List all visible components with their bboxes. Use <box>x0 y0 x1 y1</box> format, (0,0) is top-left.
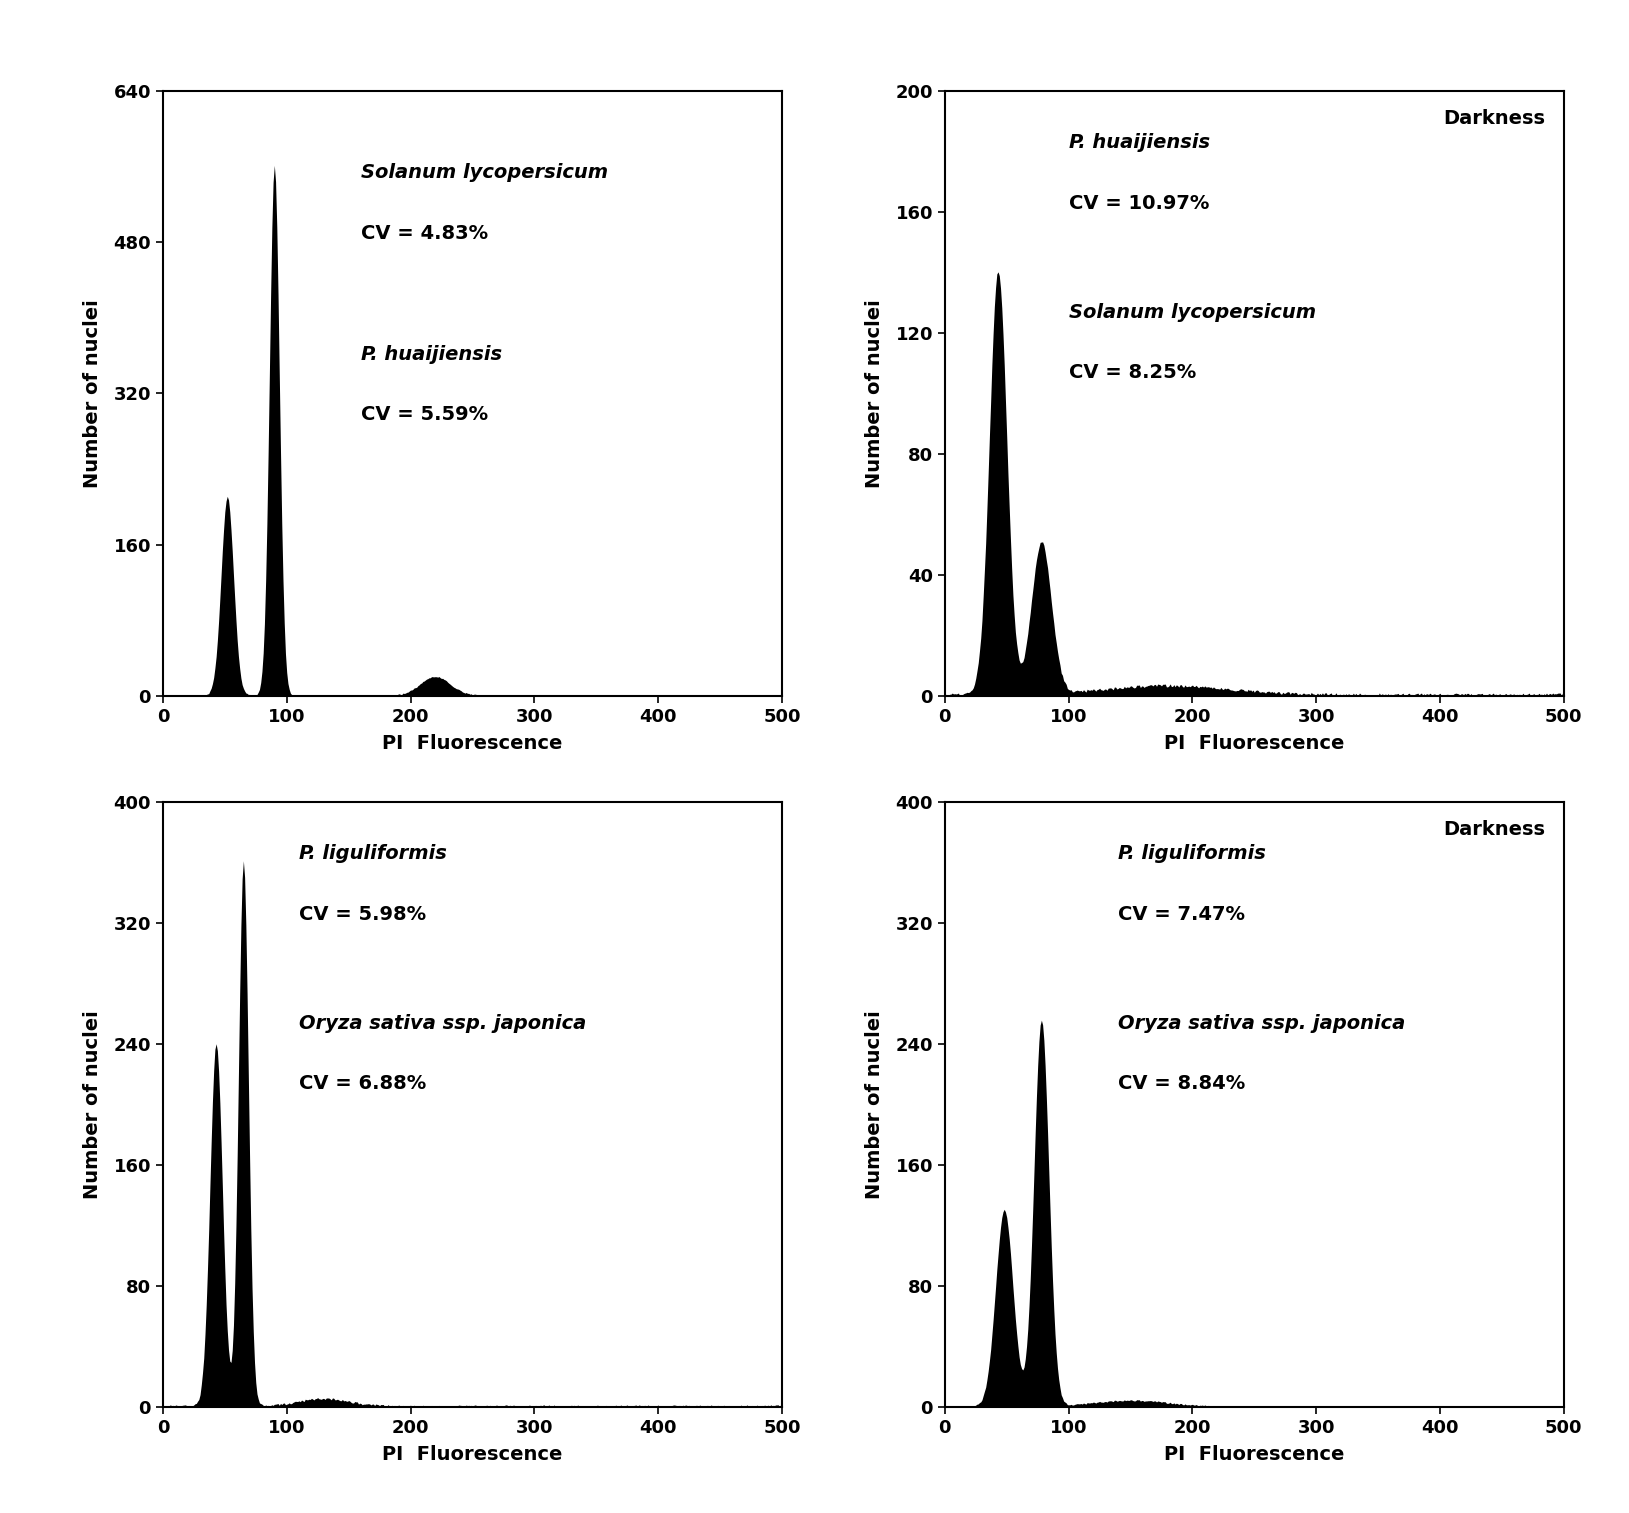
Text: Darkness: Darkness <box>1443 109 1546 129</box>
Text: CV = 10.97%: CV = 10.97% <box>1069 194 1209 213</box>
Text: Darkness: Darkness <box>1443 820 1546 840</box>
X-axis label: PI  Fluorescence: PI Fluorescence <box>1165 734 1344 753</box>
X-axis label: PI  Fluorescence: PI Fluorescence <box>383 1445 562 1465</box>
Text: CV = 8.84%: CV = 8.84% <box>1117 1074 1246 1094</box>
Text: Solanum lycopersicum: Solanum lycopersicum <box>1069 303 1316 322</box>
Text: CV = 5.59%: CV = 5.59% <box>362 405 489 425</box>
Text: P. liguliformis: P. liguliformis <box>300 844 446 864</box>
Text: CV = 4.83%: CV = 4.83% <box>362 224 489 244</box>
Text: CV = 7.47%: CV = 7.47% <box>1117 905 1245 924</box>
Text: P. liguliformis: P. liguliformis <box>1117 844 1266 864</box>
Text: P. huaijiensis: P. huaijiensis <box>362 345 502 365</box>
X-axis label: PI  Fluorescence: PI Fluorescence <box>383 734 562 753</box>
Y-axis label: Number of nuclei: Number of nuclei <box>83 1011 103 1198</box>
Text: P. huaijiensis: P. huaijiensis <box>1069 133 1210 153</box>
X-axis label: PI  Fluorescence: PI Fluorescence <box>1165 1445 1344 1465</box>
Text: CV = 5.98%: CV = 5.98% <box>300 905 427 924</box>
Y-axis label: Number of nuclei: Number of nuclei <box>865 300 885 487</box>
Y-axis label: Number of nuclei: Number of nuclei <box>83 300 103 487</box>
Text: Oryza sativa ssp. japonica: Oryza sativa ssp. japonica <box>1117 1014 1406 1033</box>
Text: Oryza sativa ssp. japonica: Oryza sativa ssp. japonica <box>300 1014 586 1033</box>
Text: CV = 8.25%: CV = 8.25% <box>1069 363 1196 383</box>
Y-axis label: Number of nuclei: Number of nuclei <box>865 1011 885 1198</box>
Text: Solanum lycopersicum: Solanum lycopersicum <box>362 163 608 183</box>
Text: CV = 6.88%: CV = 6.88% <box>300 1074 427 1094</box>
